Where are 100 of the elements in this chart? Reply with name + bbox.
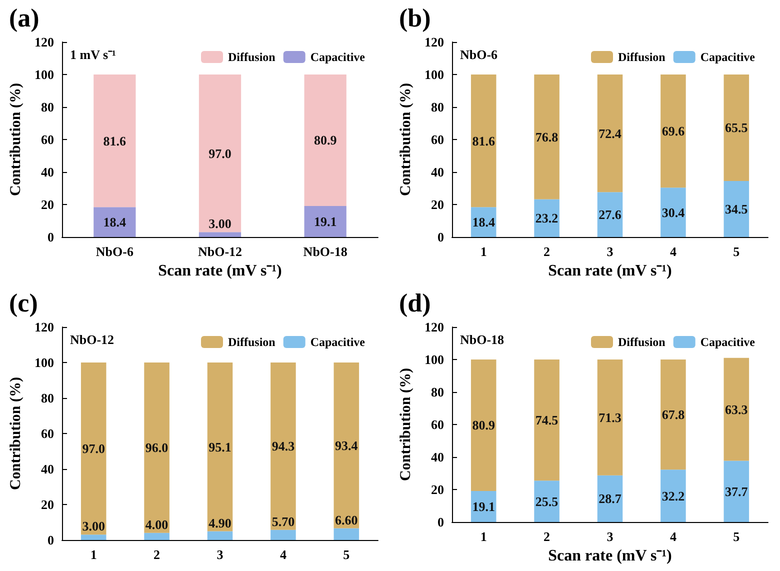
bar	[470, 360, 496, 491]
y-tick-label: 60	[41, 426, 54, 441]
data-label: 65.5	[725, 120, 748, 136]
data-label: 25.5	[535, 494, 559, 509]
bar	[470, 74, 496, 208]
bar	[80, 534, 106, 540]
x-tick-label: NbO-12	[198, 244, 242, 259]
data-label: 4.00	[145, 516, 168, 532]
y-tick-label: 40	[41, 462, 54, 476]
bar	[198, 74, 242, 232]
chart-title: (c)	[9, 288, 38, 318]
bar	[198, 232, 242, 237]
data-label: 28.7	[598, 491, 622, 506]
legend-label: Capacitive	[310, 335, 366, 349]
bar	[534, 74, 560, 200]
y-tick-label: 40	[431, 450, 444, 464]
x-tick-label: 3	[606, 529, 614, 544]
x-axis-title: Scan rate (mV s⁻¹)	[548, 547, 672, 564]
data-label: 30.4	[662, 204, 686, 220]
x-tick-label: 4	[670, 244, 677, 259]
bar	[334, 362, 360, 528]
x-axis-title: Scan rate (mV s⁻¹)	[548, 262, 672, 280]
bar	[724, 358, 750, 461]
y-tick-label: 60	[431, 132, 444, 147]
bar	[597, 360, 623, 476]
x-tick-label: 3	[606, 244, 614, 259]
data-label: 69.6	[662, 124, 686, 139]
data-label: 3.00	[208, 216, 232, 232]
y-tick-label: 80	[41, 390, 54, 406]
y-tick-label: 120	[34, 320, 54, 334]
data-label: 93.4	[335, 438, 358, 453]
bar	[724, 74, 750, 181]
chart-title: (a)	[9, 4, 40, 32]
data-label: 6.60	[335, 512, 358, 528]
data-label: 80.9	[314, 132, 338, 148]
y-tick-label: 20	[431, 482, 444, 497]
bar	[660, 360, 686, 470]
y-tick-label: 40	[41, 164, 54, 180]
bar	[534, 480, 560, 522]
chart-title: (d)	[399, 288, 431, 318]
bar	[534, 199, 560, 237]
data-label: 19.1	[472, 498, 495, 514]
legend-label: Diffusion	[228, 335, 276, 349]
bar	[660, 470, 686, 522]
data-label: 18.4	[472, 214, 496, 230]
data-label: 34.5	[725, 201, 748, 216]
bar	[207, 362, 233, 532]
data-label: 5.70	[272, 514, 295, 529]
bar	[724, 460, 750, 522]
data-label: 97.0	[208, 146, 232, 161]
y-tick-label: 100	[424, 67, 444, 82]
bar	[94, 207, 136, 237]
bar	[207, 531, 233, 540]
x-tick-label: 3	[216, 547, 224, 562]
x-tick-label: 4	[670, 529, 677, 544]
y-tick-label: 100	[424, 352, 444, 367]
data-label: 23.2	[535, 210, 558, 226]
legend-label: Capacitive	[700, 335, 756, 349]
y-axis-title: Contribution (%)	[8, 83, 24, 196]
data-label: 37.7	[725, 484, 748, 499]
y-tick-label: 0	[438, 514, 444, 530]
data-label: 81.6	[103, 133, 127, 148]
chart-title: (b)	[399, 4, 431, 32]
x-tick-label: 2	[544, 244, 550, 259]
y-axis-title: Contribution (%)	[398, 368, 414, 481]
x-tick-label: 1	[480, 529, 487, 544]
bar	[660, 74, 686, 188]
y-tick-label: 60	[41, 132, 54, 147]
data-label: 4.90	[208, 515, 232, 530]
data-label: 67.8	[662, 407, 686, 422]
bar	[94, 74, 136, 208]
annotation: NbO-18	[460, 332, 505, 347]
y-tick-label: 0	[48, 230, 54, 244]
legend-label: Diffusion	[618, 50, 666, 64]
bar	[724, 180, 750, 237]
y-tick-label: 120	[424, 320, 444, 334]
bar	[534, 360, 560, 481]
x-tick-label: NbO-18	[303, 244, 348, 259]
x-tick-label: 5	[733, 529, 740, 544]
annotation: 1 mV s⁻¹	[70, 47, 116, 62]
data-label: 76.8	[535, 129, 559, 144]
x-axis-title: Scan rate (mV s⁻¹)	[158, 262, 282, 280]
y-tick-label: 80	[41, 100, 54, 114]
y-tick-label: 20	[41, 497, 54, 512]
legend-label: Capacitive	[700, 50, 756, 64]
y-tick-label: 20	[41, 197, 54, 212]
data-label: 96.0	[145, 440, 168, 456]
x-tick-label: 5	[343, 547, 350, 562]
y-tick-label: 60	[431, 417, 444, 432]
data-label: 72.4	[598, 126, 622, 141]
data-label: 3.00	[82, 518, 105, 534]
y-tick-label: 20	[431, 197, 444, 212]
bar	[304, 206, 346, 237]
y-tick-label: 40	[431, 164, 444, 180]
data-label: 80.9	[472, 418, 496, 433]
bar	[597, 192, 623, 237]
y-tick-label: 0	[48, 532, 54, 548]
legend-label: Diffusion	[618, 335, 666, 349]
x-tick-label: 2	[544, 529, 550, 544]
data-label: 63.3	[725, 402, 748, 417]
